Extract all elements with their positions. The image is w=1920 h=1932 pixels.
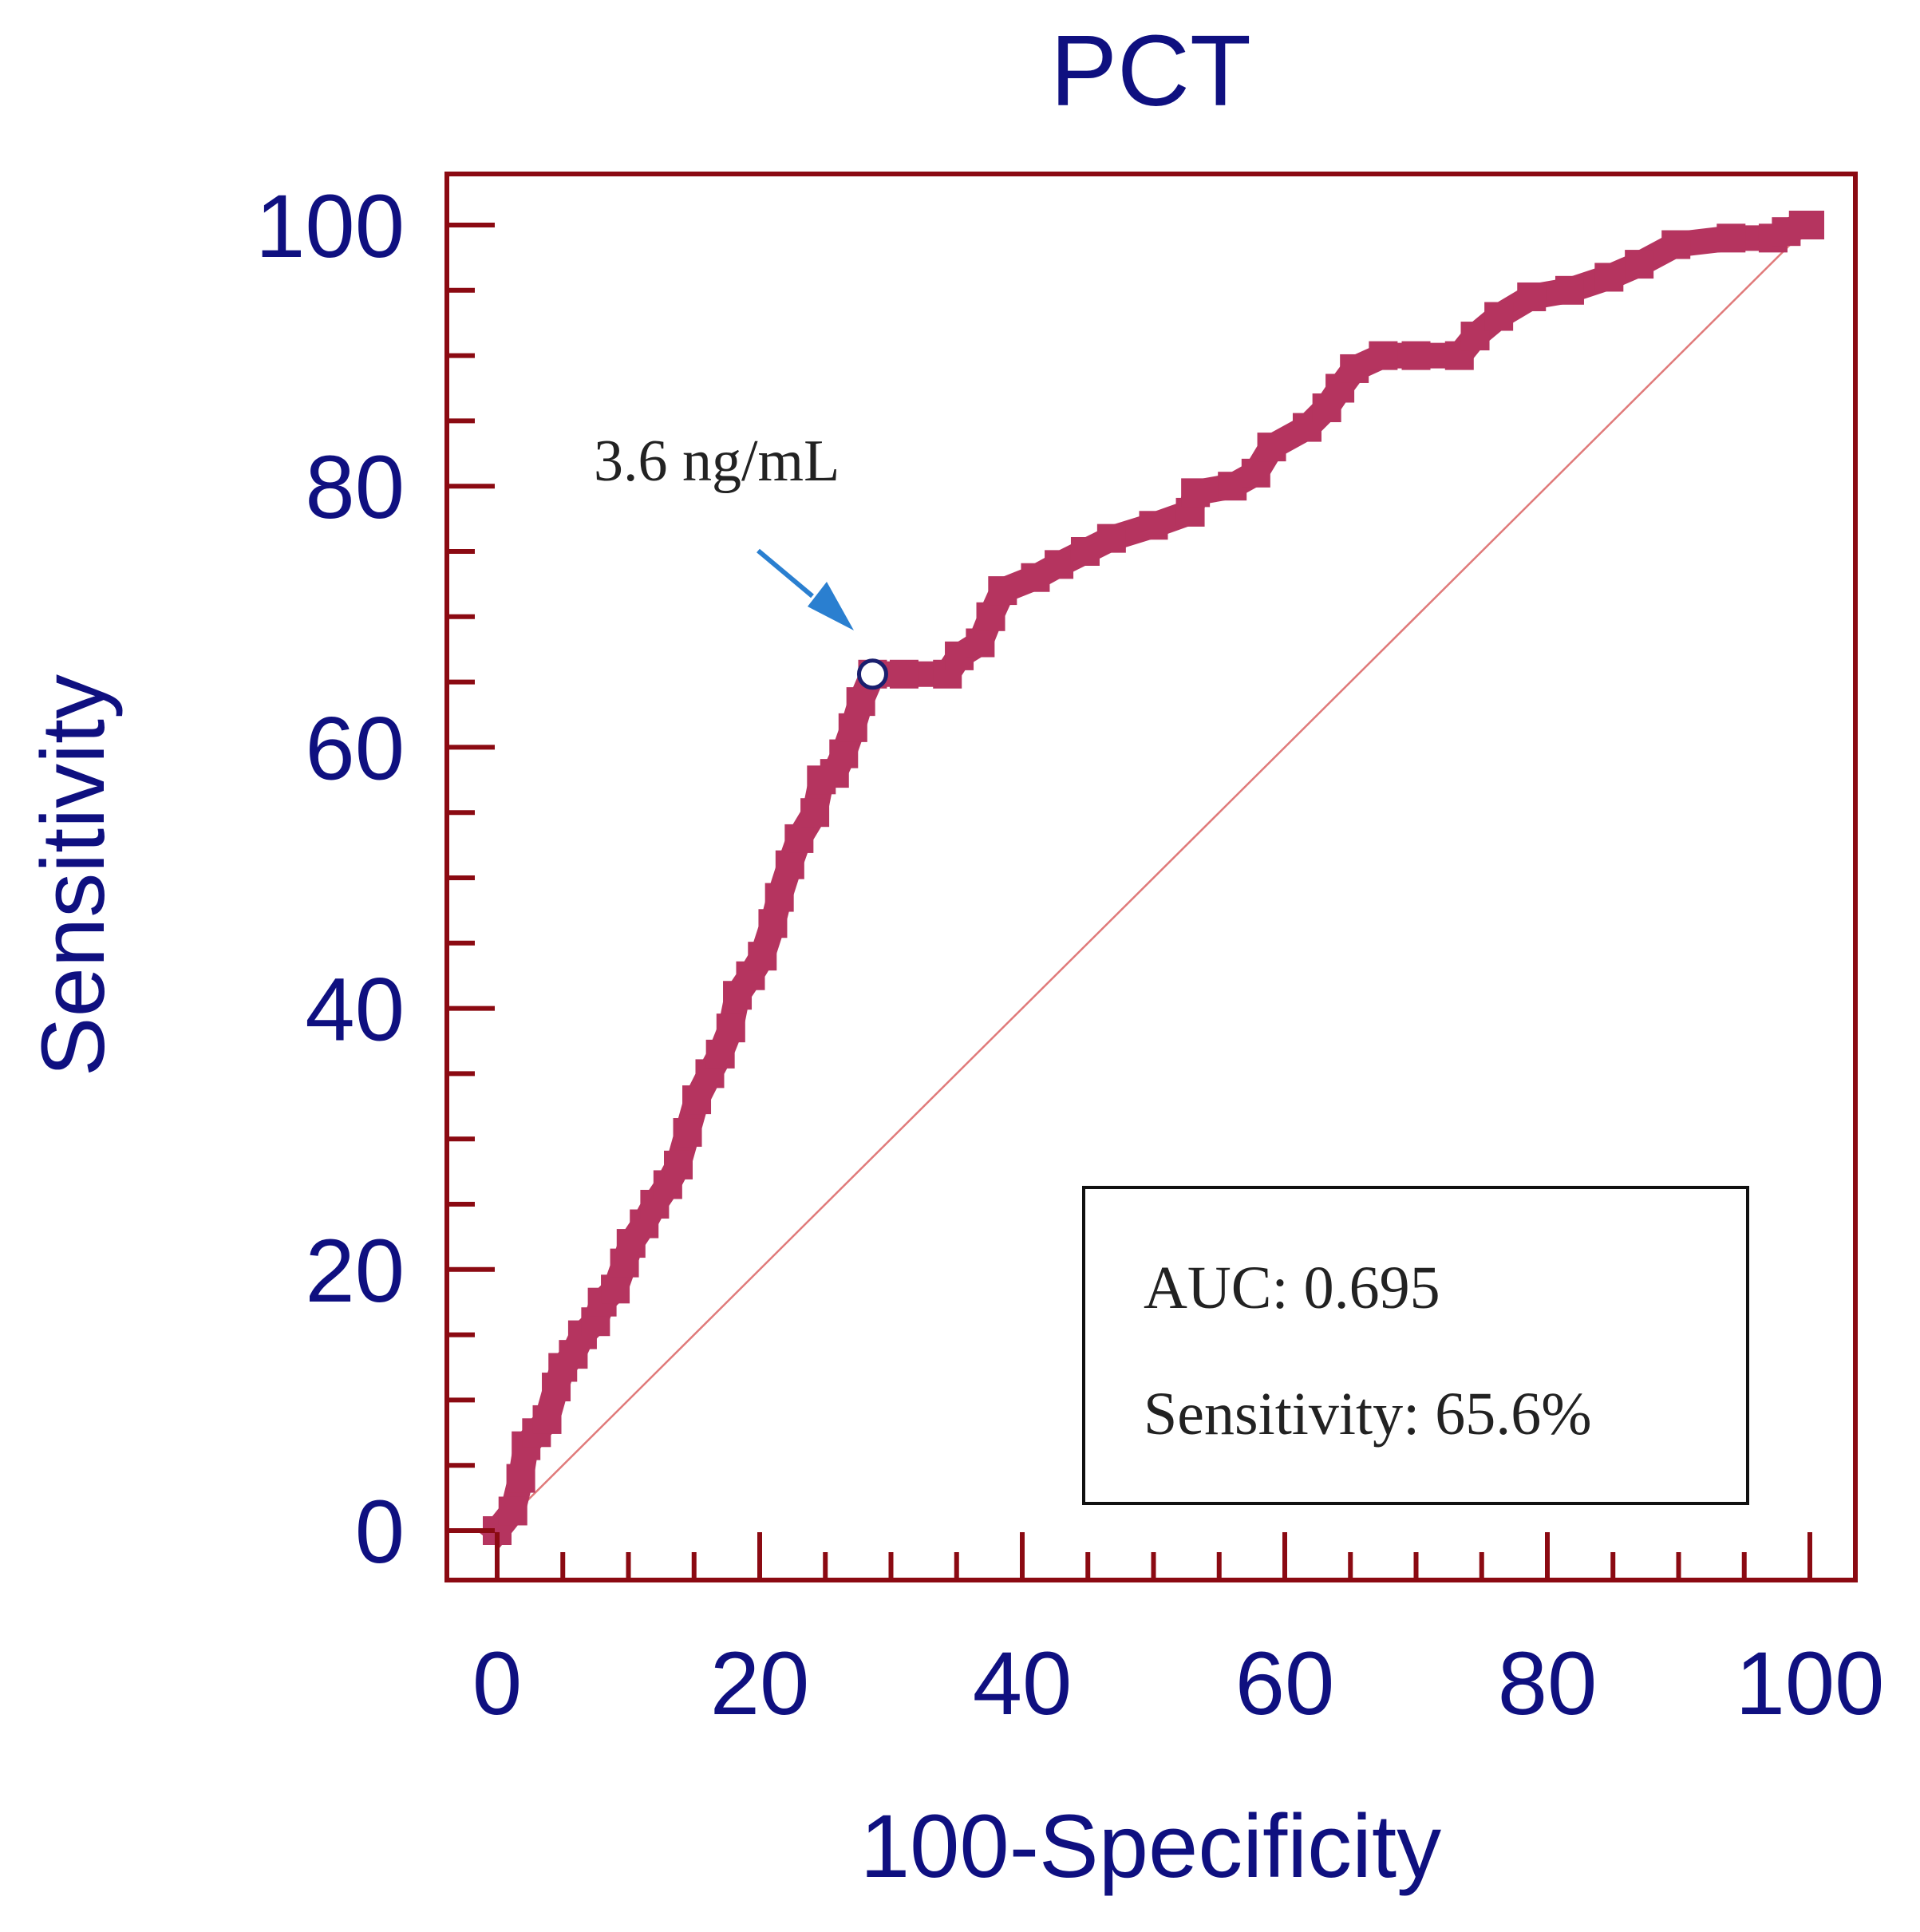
x-tick-label: 40	[973, 1634, 1073, 1733]
y-tick-label: 20	[305, 1221, 405, 1321]
y-tick-label: 80	[305, 437, 405, 537]
y-tick-label: 60	[305, 698, 405, 798]
y-tick-label: 0	[355, 1482, 405, 1582]
cutoff-label: 3.6 ng/mL	[594, 429, 840, 494]
axis-tick-labels: 0 20 40 60 80 100 0 20 40 60 80 100	[255, 176, 1884, 1733]
y-axis-label: Sensitivity	[23, 674, 123, 1077]
reference-line-group	[496, 224, 1811, 1531]
x-tick-label: 100	[1736, 1634, 1885, 1733]
roc-point	[1241, 458, 1270, 488]
reference-line	[496, 224, 1811, 1531]
roc-point	[1257, 433, 1286, 462]
x-tick-label: 80	[1498, 1634, 1598, 1733]
cutoff-arrow-shaft	[757, 548, 814, 599]
x-axis-label: 100-Specificity	[860, 1796, 1441, 1896]
roc-point	[838, 713, 867, 742]
roc-point	[1045, 550, 1074, 579]
x-tick-label: 60	[1235, 1634, 1335, 1733]
chart-title: PCT	[1050, 14, 1251, 127]
roc-point	[988, 576, 1017, 606]
roc-point	[498, 1496, 527, 1526]
roc-point	[716, 1013, 745, 1043]
roc-point	[705, 1039, 735, 1069]
roc-point	[682, 1085, 712, 1115]
x-tick-label: 20	[710, 1634, 810, 1733]
cutoff-point	[856, 658, 888, 690]
roc-point	[1096, 523, 1126, 553]
axis-ticks	[447, 223, 1812, 1580]
roc-point	[1717, 223, 1746, 253]
x-tick-label: 0	[472, 1634, 522, 1733]
roc-point	[829, 739, 859, 768]
roc-point	[1594, 263, 1624, 292]
roc-point	[846, 687, 875, 717]
roc-point	[1555, 275, 1584, 305]
stats-box: AUC: 0.695 Sensitivity: 65.6%	[1082, 1186, 1749, 1505]
cutoff-annotation: 3.6 ng/mL	[594, 429, 888, 690]
roc-point	[976, 602, 1005, 631]
roc-point	[1401, 341, 1431, 370]
roc-point	[664, 1150, 693, 1179]
roc-point	[1340, 354, 1369, 383]
sensitivity-text: Sensitivity: 65.6%	[1144, 1381, 1592, 1448]
roc-point	[758, 909, 788, 938]
y-tick-label: 40	[305, 960, 405, 1060]
roc-point	[1625, 250, 1654, 279]
roc-point	[1139, 511, 1168, 540]
roc-curve-group	[479, 211, 1824, 1549]
roc-point	[1796, 211, 1824, 239]
cutoff-arrow-head	[808, 582, 854, 630]
roc-point	[889, 659, 919, 689]
roc-point	[1181, 478, 1211, 508]
roc-point	[966, 628, 995, 658]
roc-point	[764, 883, 794, 912]
roc-point	[775, 850, 804, 879]
roc-point	[1070, 537, 1100, 566]
roc-point	[784, 824, 814, 853]
roc-point	[1517, 282, 1547, 311]
roc-point	[673, 1118, 702, 1148]
roc-point	[748, 942, 777, 971]
roc-point	[1661, 230, 1691, 259]
roc-point	[532, 1405, 562, 1434]
stats-box-frame	[1082, 1186, 1749, 1505]
auc-text: AUC: 0.695	[1144, 1254, 1440, 1322]
roc-point	[506, 1464, 535, 1493]
roc-point	[1369, 341, 1398, 370]
roc-point	[1484, 302, 1514, 331]
roc-point	[800, 798, 830, 828]
roc-point	[601, 1274, 630, 1304]
y-tick-label: 100	[255, 176, 405, 276]
